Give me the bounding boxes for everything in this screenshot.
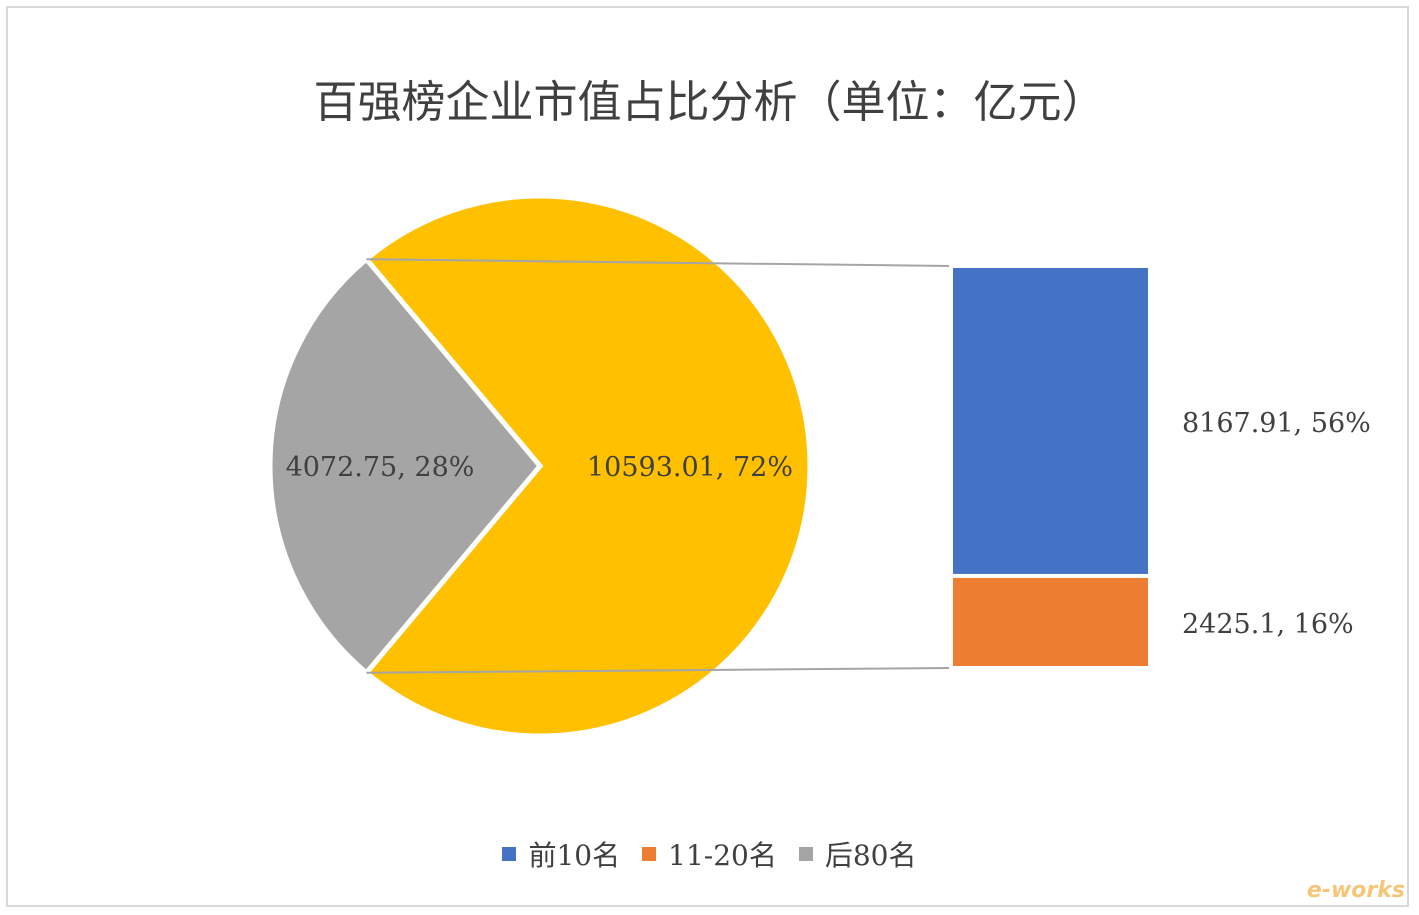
data-label-bottom80: 4072.75, 28% <box>286 452 475 483</box>
legend-label-11-20: 11-20名 <box>668 839 777 872</box>
pie-slice-bottom80 <box>267 255 544 677</box>
connector-line-bottom <box>366 667 952 674</box>
watermark-logo: e-works <box>1306 878 1405 903</box>
data-labels: 4072.75, 28% 10593.01, 72% 8167.91, 56% 242… <box>286 408 1371 640</box>
breakdown-bar <box>949 264 1152 671</box>
legend-item-11-20: 11-20名 <box>642 834 777 874</box>
data-label-top20: 10593.01, 72% <box>587 452 793 483</box>
pie-slice-top20 <box>362 193 813 739</box>
legend-swatch-11-20 <box>642 847 657 861</box>
legend-swatch-bottom80 <box>798 847 813 861</box>
legend-label-bottom80: 后80名 <box>824 839 917 872</box>
chart-title: 百强榜企业市值占比分析（单位：亿元） <box>313 77 1106 128</box>
legend-item-top10: 前10名 <box>502 834 620 874</box>
legend-item-bottom80: 后80名 <box>798 834 917 874</box>
bar-segment-top10 <box>949 264 1152 578</box>
legend-swatch-top10 <box>502 847 517 861</box>
data-label-11-20: 2425.1, 16% <box>1182 609 1354 640</box>
connector-lines <box>366 258 952 674</box>
data-label-top10: 8167.91, 56% <box>1182 408 1371 439</box>
bar-segment-11-20 <box>949 573 1152 671</box>
legend: 前10名 11-20名 后80名 <box>0 834 1419 874</box>
legend-label-top10: 前10名 <box>528 839 621 872</box>
pie <box>267 193 813 739</box>
connector-line-top <box>366 258 952 267</box>
